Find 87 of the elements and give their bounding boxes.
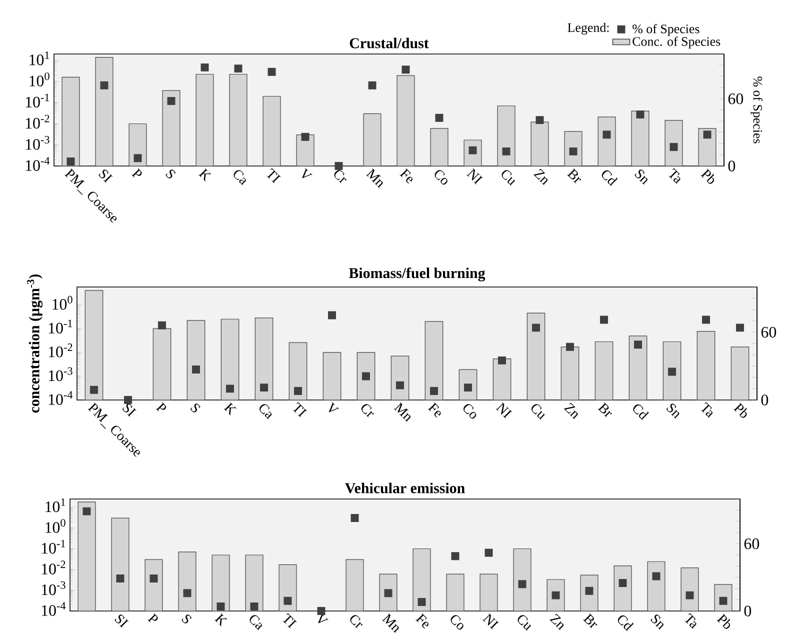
- x-tick-label: Cd: [618, 615, 634, 632]
- x-tick-label: Pb: [734, 402, 747, 418]
- x-tick-label: V: [328, 402, 340, 412]
- x-tick-label: Sn: [666, 404, 680, 419]
- y-tick-label: 10$^{-4}$: [42, 602, 66, 616]
- x-tick-label: SI: [122, 404, 136, 417]
- x-tick-label: Cu: [518, 615, 532, 631]
- x-tick-label: Sn: [634, 170, 648, 185]
- x-tick-label: Zn: [534, 168, 548, 186]
- x-tick-label: Ca: [250, 615, 262, 630]
- x-tick-label: Zn: [564, 402, 578, 420]
- x-tick-label: Cr: [362, 404, 374, 418]
- y2-tick-label: 0: [761, 394, 768, 406]
- y2-tick-label: 60: [728, 93, 744, 104]
- y-tick-label: 10$^{-1}$: [26, 94, 50, 108]
- x-tick-label: Cu: [532, 404, 545, 420]
- y-tick-label: 10$^{0}$: [30, 72, 50, 86]
- y-tick-label: 10$^{-3}$: [48, 367, 72, 382]
- x-tick-label: SI: [114, 614, 129, 628]
- x-tick-label: TI: [282, 613, 297, 628]
- x-tick-label: Fe: [400, 168, 413, 184]
- x-tick-label: Fe: [416, 613, 429, 628]
- x-tick-label: Pb: [716, 614, 730, 629]
- x-tick-label: TI: [266, 168, 281, 184]
- x-tick-label: NI: [482, 613, 499, 630]
- y-tick-label: 10$^{-3}$: [42, 581, 66, 596]
- x-tick-label: TI: [293, 402, 307, 418]
- x-tick-label: Co: [434, 170, 448, 185]
- y-tick-label: 10$^{-1}$: [48, 320, 72, 334]
- x-tick-label: Fe: [428, 402, 441, 418]
- x-tick-label: P: [132, 168, 142, 178]
- y-axis-title: concentration (µgm$^{-3}$): [27, 274, 43, 413]
- x-tick-label: K: [214, 613, 228, 626]
- y2-tick-label: 60: [761, 326, 776, 338]
- x-tick-label: Mn: [382, 613, 399, 633]
- chart-title: Crustal/dust: [350, 38, 429, 48]
- x-tick-label: NI: [466, 168, 483, 184]
- y-tick-label: 10$^{0}$: [52, 296, 72, 310]
- x-tick-label: Mn: [394, 402, 411, 422]
- x-tick-label: Co: [464, 404, 476, 419]
- y-tick-label: 10$^{0}$: [46, 519, 66, 533]
- legend-title: Legend:: [568, 22, 609, 35]
- x-tick-label: Mn: [366, 168, 383, 188]
- x-tick-label: Cr: [350, 615, 363, 628]
- x-tick-label: Br: [598, 402, 612, 418]
- chart-title: Biomass/fuel burning: [348, 267, 486, 282]
- y-tick-label: 10$^{-4}$: [26, 157, 50, 171]
- x-tick-label: P: [148, 613, 158, 623]
- x-tick-label: Co: [450, 615, 464, 630]
- x-tick-label: Ca: [260, 404, 272, 420]
- x-tick-label: Ta: [701, 402, 713, 418]
- y-tick-label: 10$^{-3}$: [26, 136, 50, 150]
- y2-tick-label: 60: [744, 538, 760, 550]
- x-tick-label: K: [198, 168, 212, 182]
- chart-title: Vehicular emission: [345, 482, 465, 494]
- x-tick-label: P: [156, 402, 166, 412]
- y2-axis-title: % of Species: [750, 76, 763, 144]
- x-tick-label: S: [182, 614, 192, 624]
- x-tick-label: Cd: [633, 404, 649, 420]
- x-tick-label: Ta: [668, 168, 680, 184]
- x-tick-label: Cd: [602, 170, 618, 186]
- x-tick-label: Br: [583, 613, 598, 628]
- x-tick-label: Pb: [700, 168, 714, 184]
- x-tick-label: V: [302, 168, 312, 178]
- y-tick-label: 10$^{1}$: [30, 51, 50, 66]
- y-tick-label: 10$^{-2}$: [26, 114, 50, 129]
- x-tick-label: NI: [496, 402, 512, 418]
- x-tick-label: Sn: [650, 614, 664, 630]
- x-tick-label: SI: [98, 170, 113, 183]
- y-tick-label: 10$^{-4}$: [48, 391, 73, 405]
- x-tick-label: Ca: [234, 170, 246, 186]
- x-tick-label: Ta: [684, 613, 696, 630]
- y2-tick-label: 0: [744, 606, 752, 616]
- y-tick-label: 10$^{-2}$: [48, 344, 72, 358]
- x-tick-label: Br: [567, 168, 582, 184]
- x-tick-label: S: [166, 170, 176, 178]
- x-tick-label: Zn: [550, 614, 564, 630]
- legend-label: Conc. of Species: [632, 36, 720, 48]
- legend-label: % of Species: [632, 24, 700, 36]
- x-tick-label: Cr: [334, 170, 347, 184]
- y-tick-label: 10$^{-2}$: [42, 560, 66, 574]
- y-tick-label: 10$^{1}$: [46, 498, 66, 512]
- x-tick-label: S: [190, 404, 200, 412]
- y-tick-label: 10$^{-1}$: [42, 540, 66, 554]
- x-tick-label: Cu: [502, 170, 516, 186]
- x-tick-label: K: [224, 402, 237, 416]
- y2-tick-label: 0: [728, 160, 736, 172]
